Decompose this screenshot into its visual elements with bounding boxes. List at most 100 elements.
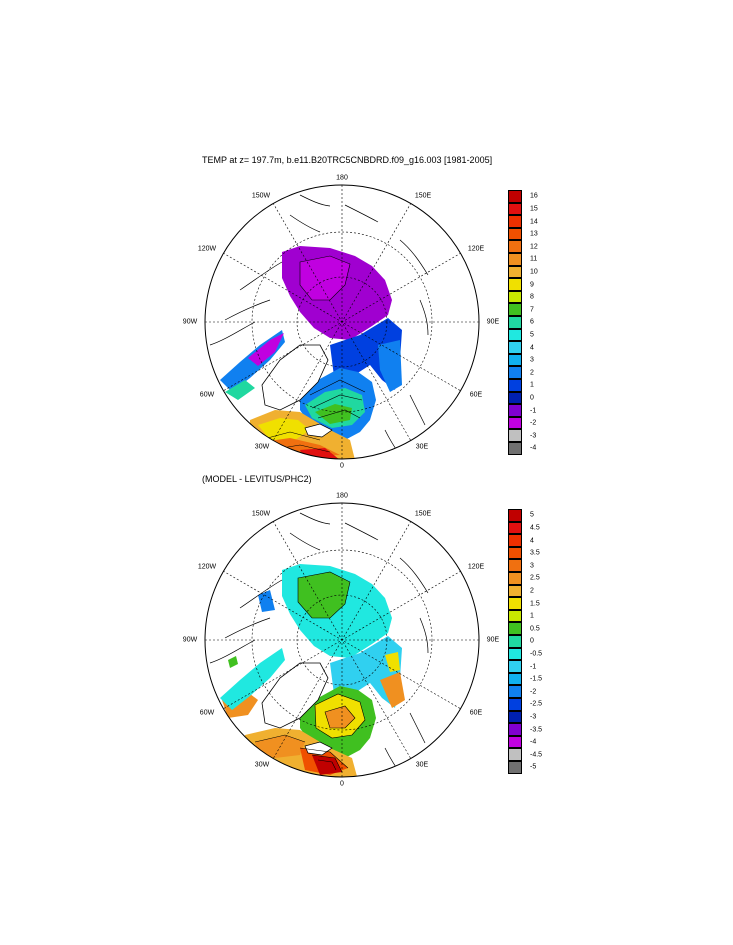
bottom-greenland-land — [261, 662, 329, 729]
bottom-colorbar-swatch — [508, 660, 522, 673]
top-lon-label-120w: 120W — [197, 245, 217, 253]
bottom-colorbar-label: -2.5 — [530, 700, 543, 708]
bottom-lon-label-120e: 120E — [467, 563, 485, 571]
top-colorbar-swatch — [508, 353, 522, 367]
top-colorbar-swatch — [508, 190, 522, 203]
top-colorbar-swatch — [508, 379, 522, 392]
top-colorbar-swatch — [508, 391, 522, 405]
top-colorbar-label: -4 — [530, 444, 537, 452]
bottom-colorbar-label: -5 — [530, 763, 537, 771]
bottom-colorbar-label: 1 — [530, 612, 534, 620]
top-colorbar-label: 2 — [530, 369, 534, 377]
top-colorbar-swatch — [508, 240, 522, 253]
bottom-lon-label-60w: 60W — [199, 709, 215, 717]
top-colorbar-swatch — [508, 442, 522, 455]
top-greenland-land — [261, 344, 329, 411]
top-colorbar-label: 10 — [530, 268, 538, 276]
top-lon-label-150e: 150E — [414, 192, 432, 200]
bottom-colorbar-swatch — [508, 748, 522, 761]
top-lon-label-150w: 150W — [251, 192, 271, 200]
top-colorbar-label: 7 — [530, 306, 534, 314]
bottom-polar-map — [205, 503, 479, 777]
bottom-colorbar-swatch — [508, 761, 522, 774]
bottom-lon-label-150w: 150W — [251, 510, 271, 518]
bottom-colorbar-label: 2.5 — [530, 574, 540, 582]
bottom-colorbar-label: 0 — [530, 637, 534, 645]
bottom-colorbar-swatch — [508, 698, 522, 711]
bottom-lon-label-90e: 90E — [486, 636, 500, 644]
bottom-colorbar-swatch — [508, 622, 522, 635]
bottom-colorbar-swatch — [508, 735, 522, 749]
bottom-colorbar-label: 2 — [530, 587, 534, 595]
top-colorbar-swatch — [508, 341, 522, 354]
bottom-lon-label-150e: 150E — [414, 510, 432, 518]
bottom-colorbar-label: 1.5 — [530, 600, 540, 607]
bottom-colorbar-label: 5 — [530, 511, 534, 519]
bottom-lon-label-120w: 120W — [197, 563, 217, 571]
top-colorbar-swatch — [508, 253, 522, 266]
bottom-colorbar-label: -3 — [530, 713, 537, 721]
top-colorbar-label: 4 — [530, 344, 534, 351]
bottom-colorbar-label: -1 — [530, 663, 537, 670]
top-colorbar-label: -2 — [530, 419, 537, 427]
bottom-colorbar-label: -2 — [530, 688, 537, 696]
top-colorbar-label: -3 — [530, 432, 537, 440]
top-colorbar-label: 13 — [530, 230, 538, 238]
top-lon-label-90w: 90W — [182, 318, 198, 326]
bottom-colorbar-label: 3.5 — [530, 549, 540, 557]
bottom-lon-label-30e: 30E — [415, 761, 429, 769]
bottom-labrador-field — [220, 648, 285, 710]
bottom-colorbar-swatch — [508, 572, 522, 585]
top-colorbar-label: 14 — [530, 218, 538, 225]
bottom-map-boundary — [204, 502, 480, 778]
top-colorbar-swatch — [508, 215, 522, 228]
bottom-colorbar-swatch — [508, 635, 522, 648]
top-colorbar-swatch — [508, 328, 522, 342]
bottom-colorbar-swatch — [508, 710, 522, 724]
top-colorbar-label: 9 — [530, 281, 534, 288]
top-polar-map — [205, 185, 479, 459]
top-lon-label-180: 180 — [336, 174, 348, 182]
bottom-colorbar-label: -4.5 — [530, 751, 543, 759]
bottom-colorbar-label: 0.5 — [530, 625, 540, 633]
top-lon-label-90e: 90E — [486, 318, 500, 326]
bottom-colorbar-label: 3 — [530, 562, 534, 570]
bottom-lon-label-30w: 30W — [254, 761, 270, 769]
top-colorbar-swatch — [508, 429, 522, 442]
bottom-lon-label-180: 180 — [336, 492, 348, 500]
top-colorbar-swatch — [508, 265, 522, 279]
top-colorbar-swatch — [508, 366, 522, 379]
top-colorbar-label: 0 — [530, 394, 534, 402]
bottom-colorbar-swatch — [508, 534, 522, 547]
bottom-colorbar-swatch — [508, 584, 522, 598]
bottom-colorbar-label: -3.5 — [530, 726, 543, 733]
bottom-lon-label-90w: 90W — [182, 636, 198, 644]
top-map-boundary — [204, 184, 480, 460]
bottom-colorbar-swatch — [508, 521, 522, 535]
top-colorbar-swatch — [508, 278, 522, 291]
top-graticule — [205, 185, 479, 459]
bottom-colorbar-swatch — [508, 609, 522, 623]
top-colorbar-swatch — [508, 404, 522, 417]
bottom-colorbar-swatch — [508, 597, 522, 610]
top-colorbar-swatch — [508, 303, 522, 316]
bottom-graticule — [205, 503, 479, 777]
bottom-map-title: (MODEL - LEVITUS/PHC2) — [202, 474, 312, 484]
bottom-lon-label-0: 0 — [340, 780, 344, 788]
bottom-colorbar-label: -0.5 — [530, 650, 543, 658]
top-colorbar-label: 3 — [530, 356, 534, 364]
bottom-colorbar-swatch — [508, 685, 522, 698]
bottom-colorbar-label: -4 — [530, 738, 537, 746]
top-colorbar-label: 16 — [530, 192, 538, 200]
top-lon-label-30e: 30E — [415, 443, 429, 451]
top-lon-label-0: 0 — [340, 462, 344, 470]
bottom-colorbar-swatch — [508, 509, 522, 522]
bottom-lon-label-60e: 60E — [469, 709, 483, 717]
top-lon-label-30w: 30W — [254, 443, 270, 451]
bottom-colorbar-swatch — [508, 672, 522, 686]
top-lon-label-120e: 120E — [467, 245, 485, 253]
top-colorbar-swatch — [508, 416, 522, 430]
top-map-title: TEMP at z= 197.7m, b.e11.B20TRC5CNBDRD.f… — [202, 155, 493, 165]
top-colorbar-swatch — [508, 290, 522, 304]
